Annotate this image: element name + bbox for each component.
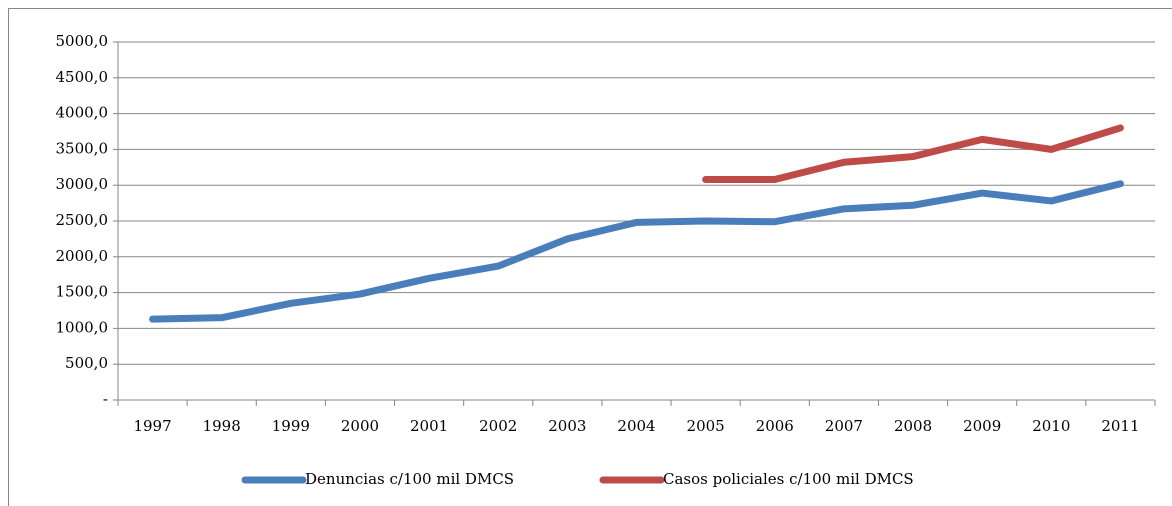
y-tick-label: 2000,0 (56, 247, 109, 265)
series-line (702, 124, 1124, 183)
x-tick-label: 2002 (479, 417, 517, 435)
x-tick-label: 2006 (756, 417, 794, 435)
y-tick-label: 3000,0 (56, 175, 109, 193)
x-tick-label: 1999 (272, 417, 310, 435)
y-tick-label: 3500,0 (56, 139, 109, 157)
legend-label: Casos policiales c/100 mil DMCS (663, 470, 914, 488)
y-tick-label: 5000,0 (56, 32, 109, 50)
y-tick-label: 1000,0 (56, 318, 109, 336)
y-tick-label: 500,0 (65, 354, 108, 372)
y-tick-label: 4500,0 (56, 68, 109, 86)
y-tick-label: 2500,0 (56, 211, 109, 229)
series-line (149, 180, 1124, 323)
x-tick-label: 2009 (963, 417, 1001, 435)
x-tick-label: 2000 (341, 417, 379, 435)
x-tick-label: 2003 (548, 417, 586, 435)
x-tick-label: 2007 (825, 417, 863, 435)
x-tick-label: 2011 (1101, 417, 1139, 435)
chart-frame (8, 8, 1172, 506)
x-tick-label: 2008 (894, 417, 932, 435)
x-tick-label: 2001 (410, 417, 448, 435)
y-tick-label: 4000,0 (56, 104, 109, 122)
x-tick-label: 1998 (203, 417, 241, 435)
y-tick-label: - (103, 390, 108, 408)
x-tick-label: 2005 (687, 417, 725, 435)
x-tick-label: 1997 (133, 417, 171, 435)
legend-label: Denuncias c/100 mil DMCS (305, 470, 514, 488)
y-tick-label: 1500,0 (56, 283, 109, 301)
x-tick-label: 2004 (617, 417, 655, 435)
x-tick-label: 2010 (1032, 417, 1070, 435)
